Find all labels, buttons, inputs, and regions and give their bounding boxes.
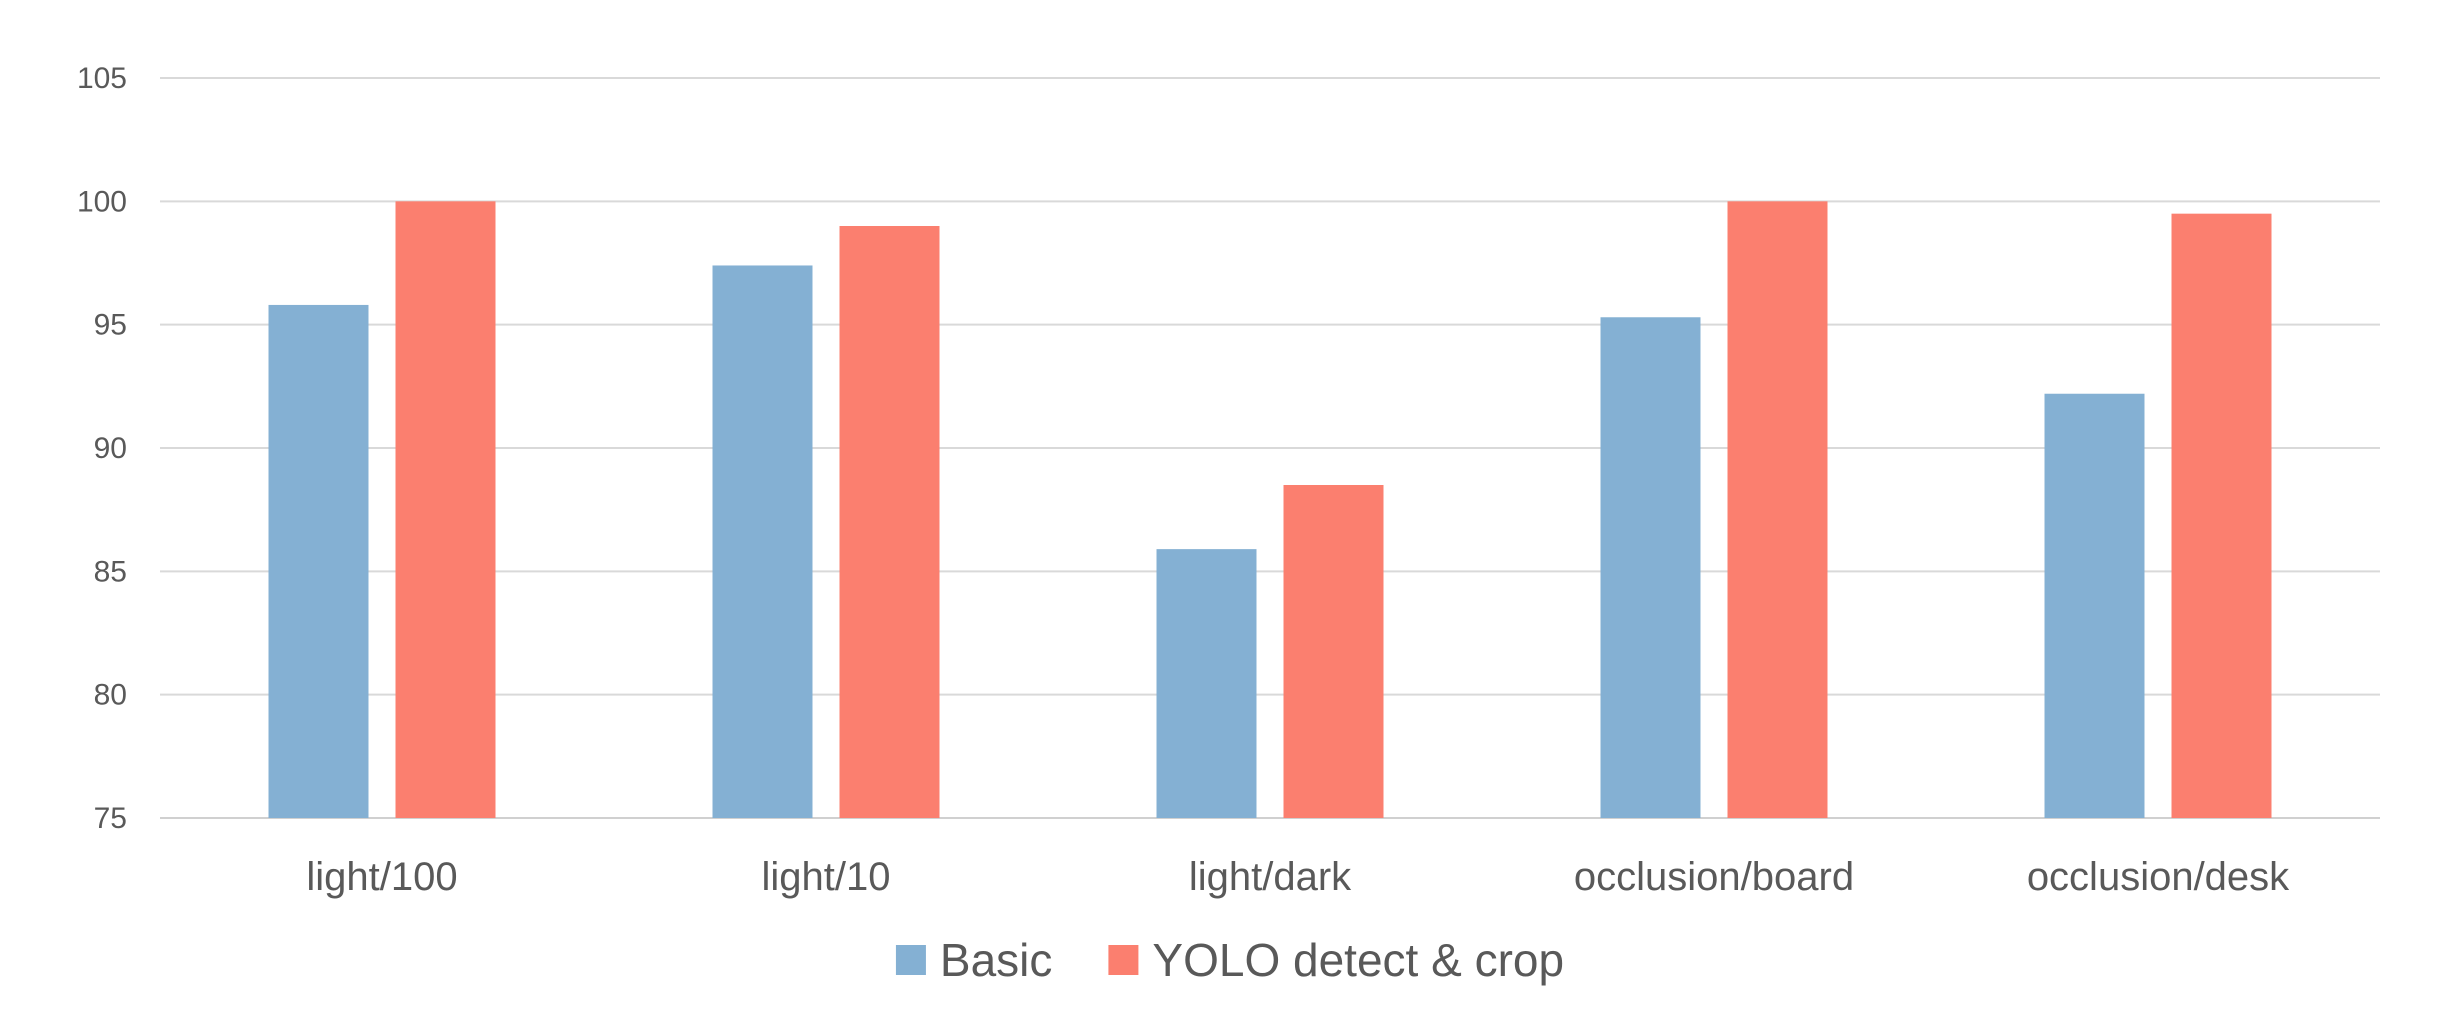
bar-yolo-0 xyxy=(395,201,496,819)
legend-swatch xyxy=(895,945,926,975)
bar-basic-2 xyxy=(1156,549,1257,818)
x-axis-ticks: light/100 light/10 light/dark occlusion/boa… xyxy=(306,855,2290,899)
bar-yolo-3 xyxy=(1727,201,1828,819)
x-tick-label: occlusion/board xyxy=(1574,855,1854,899)
bar-basic-1 xyxy=(712,265,813,818)
legend: Basic YOLO detect & crop xyxy=(895,934,1564,986)
x-tick-label: light/dark xyxy=(1189,855,1352,899)
y-axis-ticks: 75 80 85 90 95 100 105 xyxy=(77,62,127,835)
legend-label: YOLO detect & crop xyxy=(1152,934,1564,986)
x-tick-label: occlusion/desk xyxy=(2027,855,2290,899)
legend-swatch xyxy=(1108,945,1139,975)
x-tick-label: light/100 xyxy=(306,855,457,899)
gridlines xyxy=(160,77,2380,819)
bar-yolo-2 xyxy=(1283,485,1384,818)
y-tick-label: 75 xyxy=(94,802,127,835)
x-tick-label: light/10 xyxy=(762,855,891,899)
legend-label: Basic xyxy=(940,934,1052,986)
y-tick-label: 95 xyxy=(94,309,127,342)
y-tick-label: 100 xyxy=(77,185,127,218)
bar-basic-3 xyxy=(1600,317,1701,818)
bars xyxy=(268,201,2272,819)
bar-yolo-1 xyxy=(839,226,940,818)
bar-yolo-4 xyxy=(2171,213,2272,818)
y-tick-label: 80 xyxy=(94,679,127,712)
bar-basic-0 xyxy=(268,304,369,818)
y-tick-label: 85 xyxy=(94,555,127,588)
bar-basic-4 xyxy=(2044,393,2145,818)
y-tick-label: 105 xyxy=(77,62,127,95)
y-tick-label: 90 xyxy=(94,432,127,465)
